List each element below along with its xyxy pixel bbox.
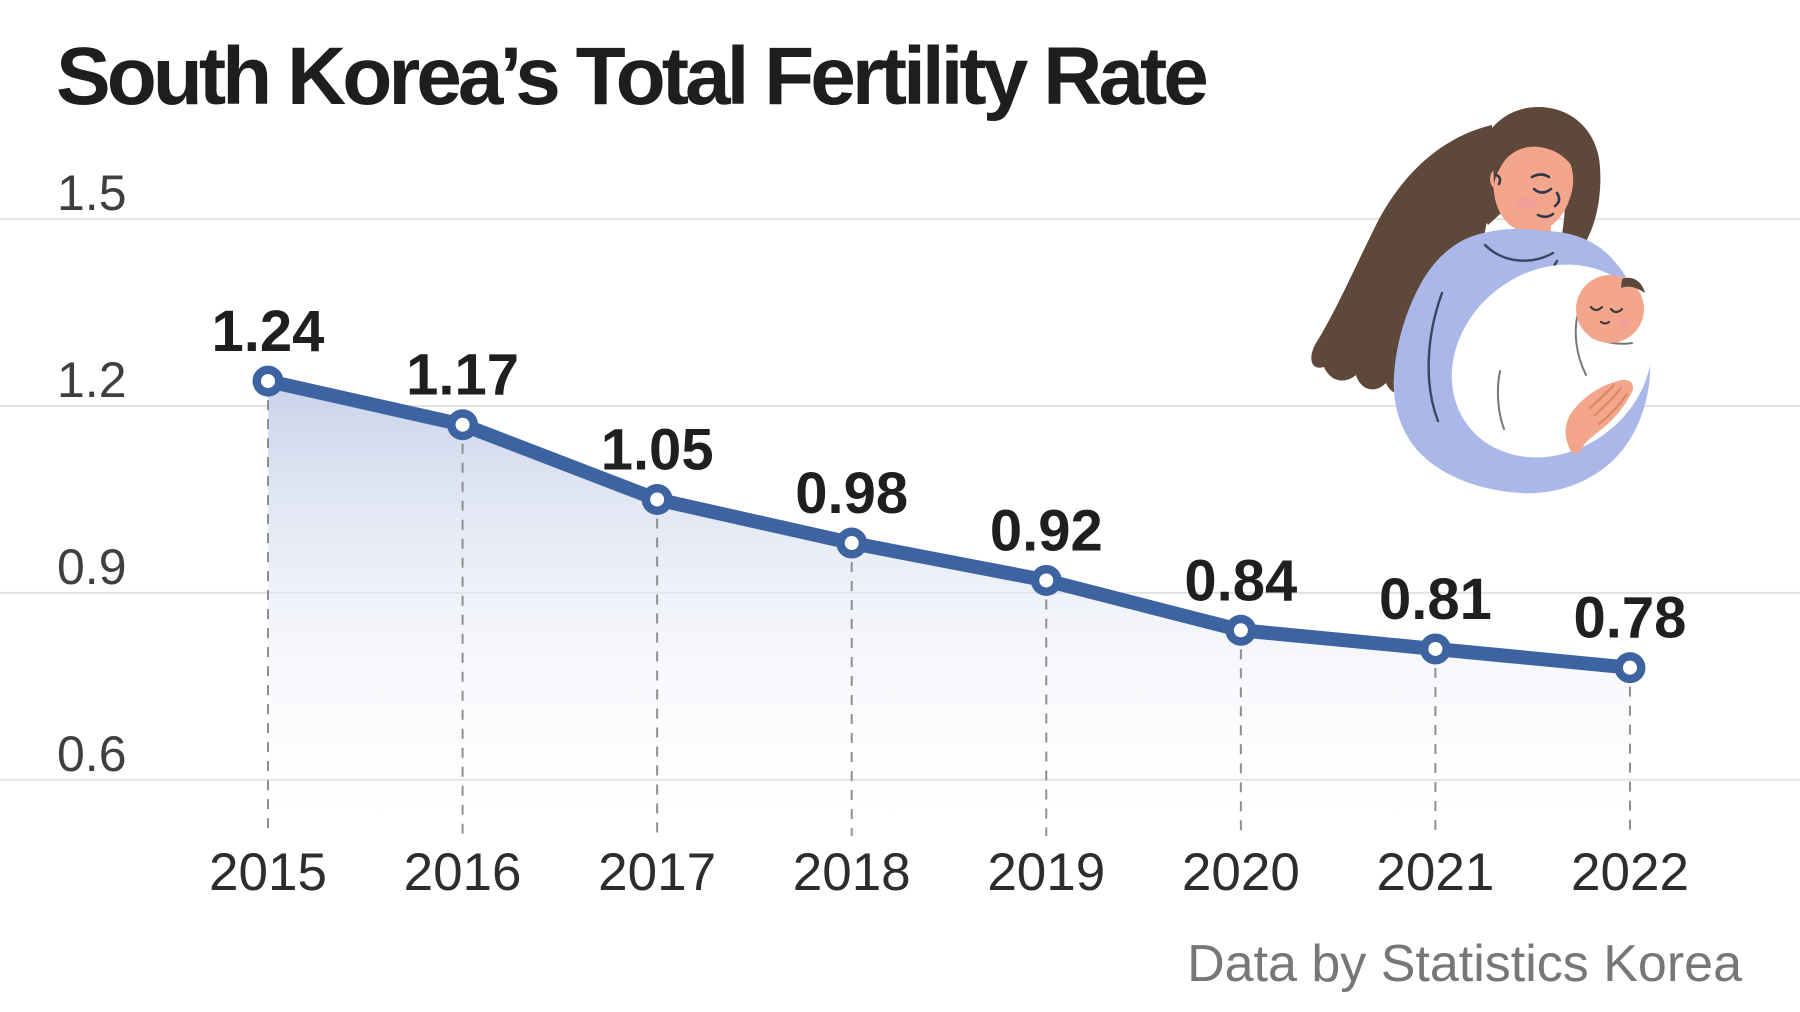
hand-finger-line-2 xyxy=(1594,387,1622,416)
baby-mouth xyxy=(1599,320,1611,325)
mother-hand xyxy=(1565,379,1634,453)
x-axis-label-2017: 2017 xyxy=(598,843,716,902)
mother-face xyxy=(1493,135,1574,233)
mother-eye-closed xyxy=(1532,187,1553,194)
value-label-2015: 1.24 xyxy=(212,299,325,364)
value-label-2021: 0.81 xyxy=(1379,567,1492,632)
value-label-2016: 1.17 xyxy=(406,343,519,408)
hand-finger-line-1 xyxy=(1589,384,1615,409)
marker-center-2020 xyxy=(1233,623,1248,638)
marker-center-2017 xyxy=(650,492,665,507)
marker-center-2019 xyxy=(1039,573,1054,588)
x-axis-label-2022: 2022 xyxy=(1571,843,1689,902)
value-label-2022: 0.78 xyxy=(1574,586,1687,651)
data-source-attribution: Data by Statistics Korea xyxy=(1187,935,1742,993)
baby-eye-left xyxy=(1589,305,1604,312)
value-label-2020: 0.84 xyxy=(1184,548,1297,613)
marker-center-2016 xyxy=(455,417,470,432)
baby-blush xyxy=(1618,319,1630,327)
mother-ear-line xyxy=(1494,173,1502,186)
x-axis-label-2021: 2021 xyxy=(1376,843,1494,902)
y-axis-label-1.5: 1.5 xyxy=(57,165,127,221)
marker-center-2021 xyxy=(1428,641,1443,656)
mother-hair-fringe xyxy=(1493,129,1580,185)
y-axis-label-1.2: 1.2 xyxy=(57,352,127,408)
marker-center-2022 xyxy=(1622,660,1637,675)
x-axis-label-2016: 2016 xyxy=(404,843,522,902)
area-fill xyxy=(268,381,1630,836)
swaddle-fold-3 xyxy=(1496,370,1505,430)
x-axis-label-2015: 2015 xyxy=(209,843,327,902)
mother-eyebrow xyxy=(1530,173,1551,179)
trend-line xyxy=(261,374,1637,675)
mother-mouth xyxy=(1536,212,1555,219)
baby-hair-tuft xyxy=(1621,277,1645,293)
y-axis-label-0.9: 0.9 xyxy=(57,539,127,595)
y-axis-label-0.6: 0.6 xyxy=(57,726,127,782)
x-axis-label-2019: 2019 xyxy=(987,843,1105,902)
baby-eye-right xyxy=(1609,307,1624,314)
value-label-2018: 0.98 xyxy=(795,461,908,526)
x-axis-label-2020: 2020 xyxy=(1182,843,1300,902)
sweater-seam-left xyxy=(1427,291,1444,423)
marker-center-2015 xyxy=(261,374,275,389)
value-label-2017: 1.05 xyxy=(601,417,714,482)
mother-blush xyxy=(1517,197,1537,209)
sweater-collar-line xyxy=(1483,243,1555,262)
page-title: South Korea’s Total Fertility Rate xyxy=(56,31,1209,122)
value-label-2019: 0.92 xyxy=(990,498,1103,563)
x-axis-label-2018: 2018 xyxy=(793,843,911,902)
mother-nose xyxy=(1553,191,1561,208)
hand-finger-line-3 xyxy=(1598,393,1628,425)
mother-baby-illustration xyxy=(1311,107,1653,494)
marker-center-2018 xyxy=(844,536,859,551)
